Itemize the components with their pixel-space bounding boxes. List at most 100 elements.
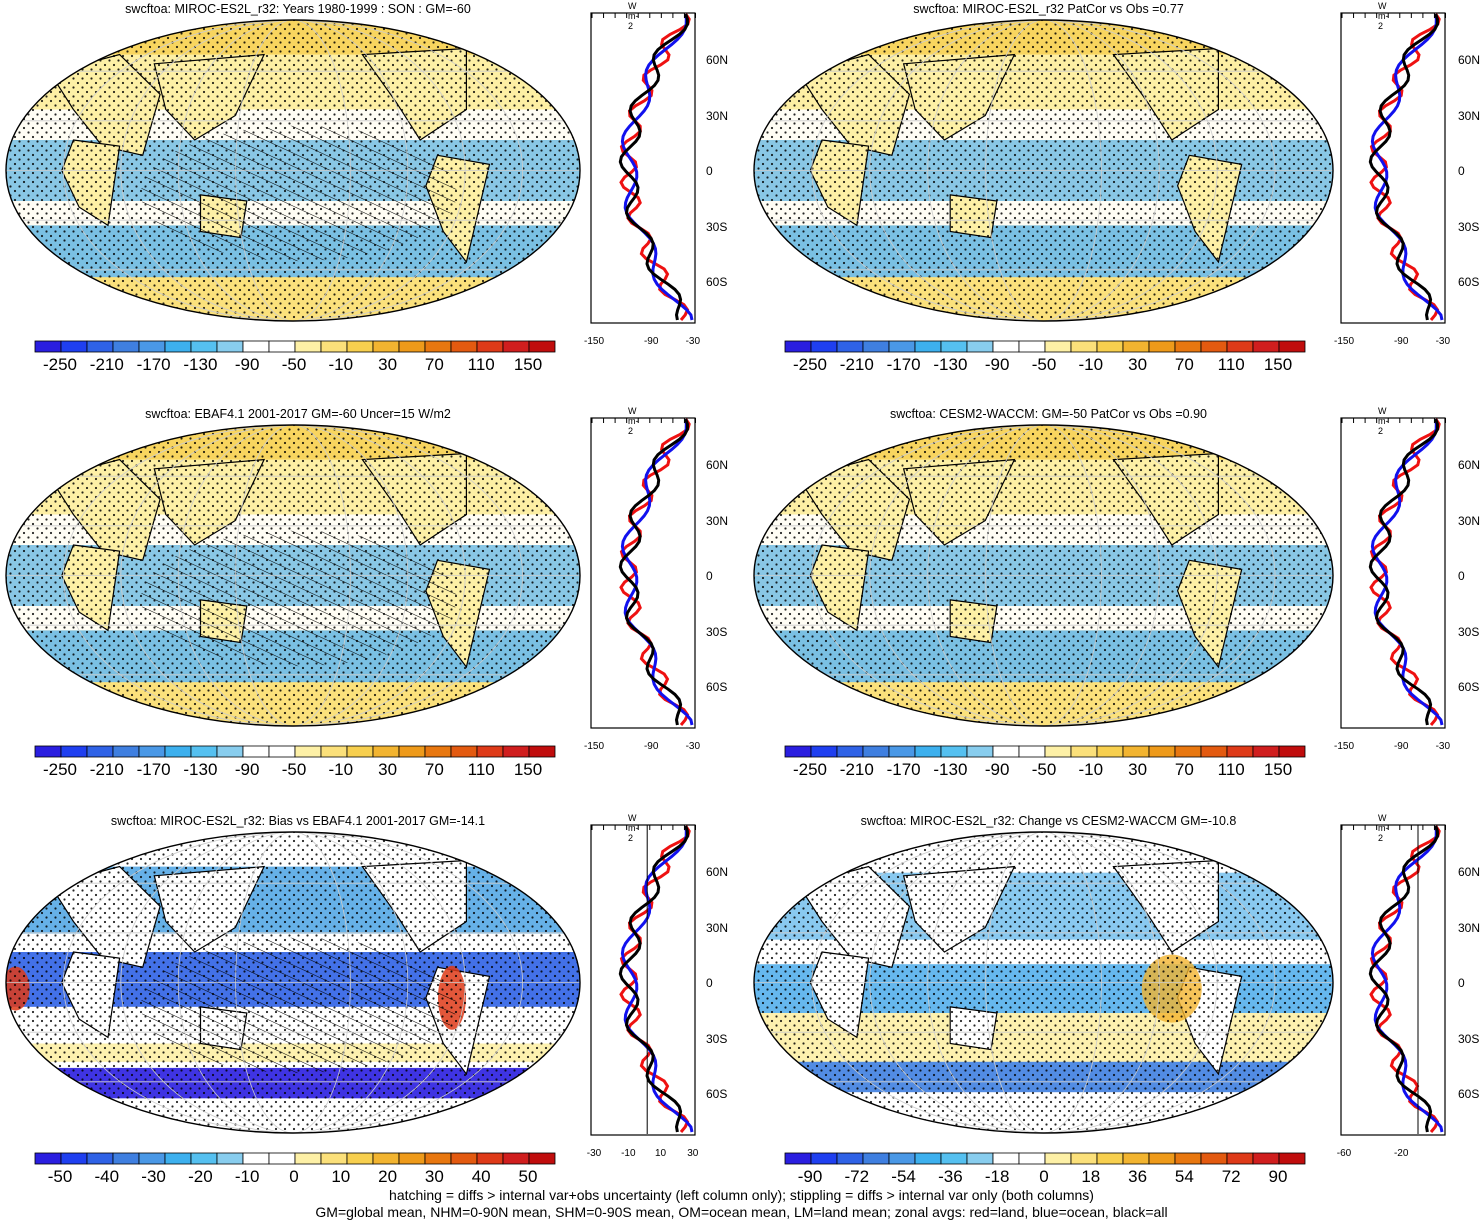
colorbar-swatch (784, 1152, 812, 1165)
colorbar-swatch (966, 1152, 994, 1165)
colorbar-tick-label: -170 (886, 355, 921, 374)
colorbar-tick-label: -90 (984, 355, 1010, 374)
colorbar-swatch (294, 340, 322, 353)
colorbar-swatch (190, 745, 218, 758)
panel-title: swcftoa: CESM2-WACCM: GM=-50 PatCor vs O… (890, 407, 1207, 421)
colorbar-swatch (60, 745, 88, 758)
colorbar-labels: -250 -210 -170 -130 -90 -50 -10 30 70 110 150 (784, 760, 1304, 782)
latitude-tick-label: 60S (1458, 1087, 1480, 1101)
colorbar-tick-label: 30 (378, 760, 398, 779)
colorbar-tick-label: 54 (1174, 1167, 1194, 1186)
colorbar-swatch (992, 745, 1020, 758)
colorbar-swatch (86, 745, 114, 758)
colorbar-tick-label: 50 (518, 1167, 538, 1186)
colorbar-swatch (346, 1152, 374, 1165)
colorbar-swatch (216, 745, 244, 758)
colorbar-tick-label: -130 (933, 355, 968, 374)
colorbar-tick-label: -10 (1078, 355, 1104, 374)
colorbar-tick-label: -10 (234, 1167, 260, 1186)
colorbar-swatch (502, 1152, 530, 1165)
colorbar-swatch (888, 1152, 916, 1165)
colorbar-swatch (1252, 340, 1280, 353)
latitude-tick-label: 60S (706, 275, 728, 289)
colorbar-swatch (242, 1152, 270, 1165)
footer-line-1: hatching = diffs > internal var+obs unce… (389, 1187, 1094, 1203)
zonal-x-tick-label: 10 (654, 1148, 667, 1159)
panel-title: swcftoa: EBAF4.1 2001-2017 GM=-60 Uncer=… (145, 407, 451, 421)
colorbar-swatch (34, 1152, 62, 1165)
footer-line-2: GM=global mean, NHM=0-90N mean, SHM=0-90… (315, 1204, 1168, 1220)
zonal-average-plot (1340, 417, 1446, 729)
colorbar-swatch (862, 1152, 890, 1165)
colorbar-tick-label: -50 (47, 1167, 73, 1186)
zonal-x-tick-label: -90 (1393, 336, 1409, 347)
colorbar-swatch (1122, 745, 1150, 758)
colorbar-swatch (914, 745, 942, 758)
colorbar-swatch (346, 745, 374, 758)
colorbar-tick-label: -50 (1031, 355, 1057, 374)
colorbar-tick-label: -250 (792, 760, 828, 779)
colorbar-swatch (836, 1152, 864, 1165)
latitude-tick-label: 60N (1458, 458, 1481, 472)
colorbar-tick-label: -170 (136, 355, 171, 374)
colorbar-swatch (528, 1152, 556, 1165)
latitude-tick-label: 30S (706, 624, 728, 639)
colorbar-swatch (1226, 1152, 1254, 1165)
colorbar-swatch (1278, 745, 1306, 758)
colorbar-swatch (784, 340, 812, 353)
colorbar-tick-label: 18 (1081, 1167, 1101, 1186)
colorbar (34, 745, 556, 758)
colorbar-tick-label: 40 (471, 1167, 491, 1186)
colorbar-tick-label: -10 (1078, 760, 1104, 779)
colorbar (784, 340, 1306, 353)
latitude-tick-label: 0 (1458, 569, 1465, 583)
colorbar-tick-label: -90 (234, 355, 260, 374)
colorbar-swatch (1044, 745, 1072, 758)
colorbar-tick-label: 90 (1268, 1167, 1288, 1186)
latitude-tick-label: 30N (706, 513, 729, 528)
zonal-x-tick-label: -10 (621, 1148, 636, 1159)
colorbar-swatch (836, 745, 864, 758)
zonal-series-line (1368, 418, 1440, 726)
colorbar-swatch (372, 1152, 400, 1165)
colorbar-swatch (1226, 745, 1254, 758)
colorbar-tick-label: -20 (188, 1167, 213, 1186)
zonal-x-tick-label: -30 (1435, 741, 1451, 752)
zonal-series-line (1370, 825, 1444, 1133)
colorbar-swatch (242, 745, 270, 758)
colorbar-tick-label: 70 (1174, 355, 1194, 374)
colorbar-swatch (424, 340, 452, 353)
colorbar-swatch (528, 745, 556, 758)
zonal-x-tick-label: -90 (643, 741, 659, 752)
colorbar-swatch (966, 340, 994, 353)
colorbar-swatch (1070, 340, 1098, 353)
colorbar-swatch (992, 340, 1020, 353)
colorbar-tick-label: -250 (42, 355, 78, 374)
colorbar-tick-label: 110 (467, 760, 495, 779)
colorbar-swatch (1096, 340, 1124, 353)
colorbar (34, 340, 556, 353)
colorbar-tick-label: -50 (281, 355, 307, 374)
colorbar-tick-label: 72 (1221, 1167, 1241, 1186)
colorbar-tick-label: 0 (289, 1167, 299, 1186)
colorbar-swatch (1018, 745, 1046, 758)
colorbar-swatch (424, 745, 452, 758)
colorbar-swatch (1148, 745, 1176, 758)
colorbar-swatch (294, 745, 322, 758)
zonal-series-line (1370, 418, 1444, 726)
colorbar-swatch (1278, 1152, 1306, 1165)
latitude-tick-label: 30N (706, 108, 729, 123)
colorbar-tick-label: -210 (89, 760, 124, 779)
colorbar-tick-label: -210 (839, 355, 874, 374)
zonal-x-tick-label: -90 (643, 336, 659, 347)
zonal-x-tick-label: -150 (583, 336, 605, 347)
zonal-series-line (620, 13, 694, 321)
zonal-x-tick-label: -90 (1393, 741, 1409, 752)
units-label: W m-2 (628, 813, 639, 843)
zonal-series-line (1368, 13, 1440, 321)
colorbar-swatch (862, 340, 890, 353)
colorbar-tick-label: -10 (328, 760, 354, 779)
colorbar-swatch (190, 1152, 218, 1165)
latitude-tick-label: 60S (1458, 275, 1480, 289)
colorbar-swatch (86, 340, 114, 353)
